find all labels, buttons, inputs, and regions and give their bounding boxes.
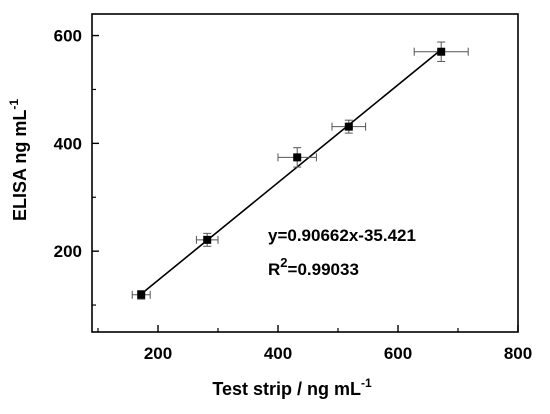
x-tick-label: 800 [504, 344, 532, 363]
r-squared: R2=0.99033 [268, 255, 359, 279]
axis-ticks [92, 34, 519, 332]
data-point [293, 153, 302, 162]
y-tick-label: 200 [54, 242, 82, 261]
data-points [137, 47, 446, 299]
y-tick-label: 600 [54, 27, 82, 46]
fit-equation: y=0.90662x-35.421 [268, 226, 416, 245]
data-point [203, 235, 212, 244]
x-tick-label: 600 [384, 344, 412, 363]
x-axis-title: Test strip / ng mL-1 [212, 376, 372, 399]
data-point [344, 122, 353, 131]
x-tick-label: 200 [144, 344, 172, 363]
data-point [137, 290, 146, 299]
fit-line [140, 49, 442, 295]
x-tick-label: 400 [264, 344, 292, 363]
data-point [437, 47, 446, 56]
plot-frame [91, 13, 519, 333]
y-axis-title: ELISA ng mL-1 [7, 99, 30, 221]
tick-labels: 200 400 600 800 200 400 600 [54, 27, 533, 363]
y-tick-label: 400 [54, 134, 82, 153]
